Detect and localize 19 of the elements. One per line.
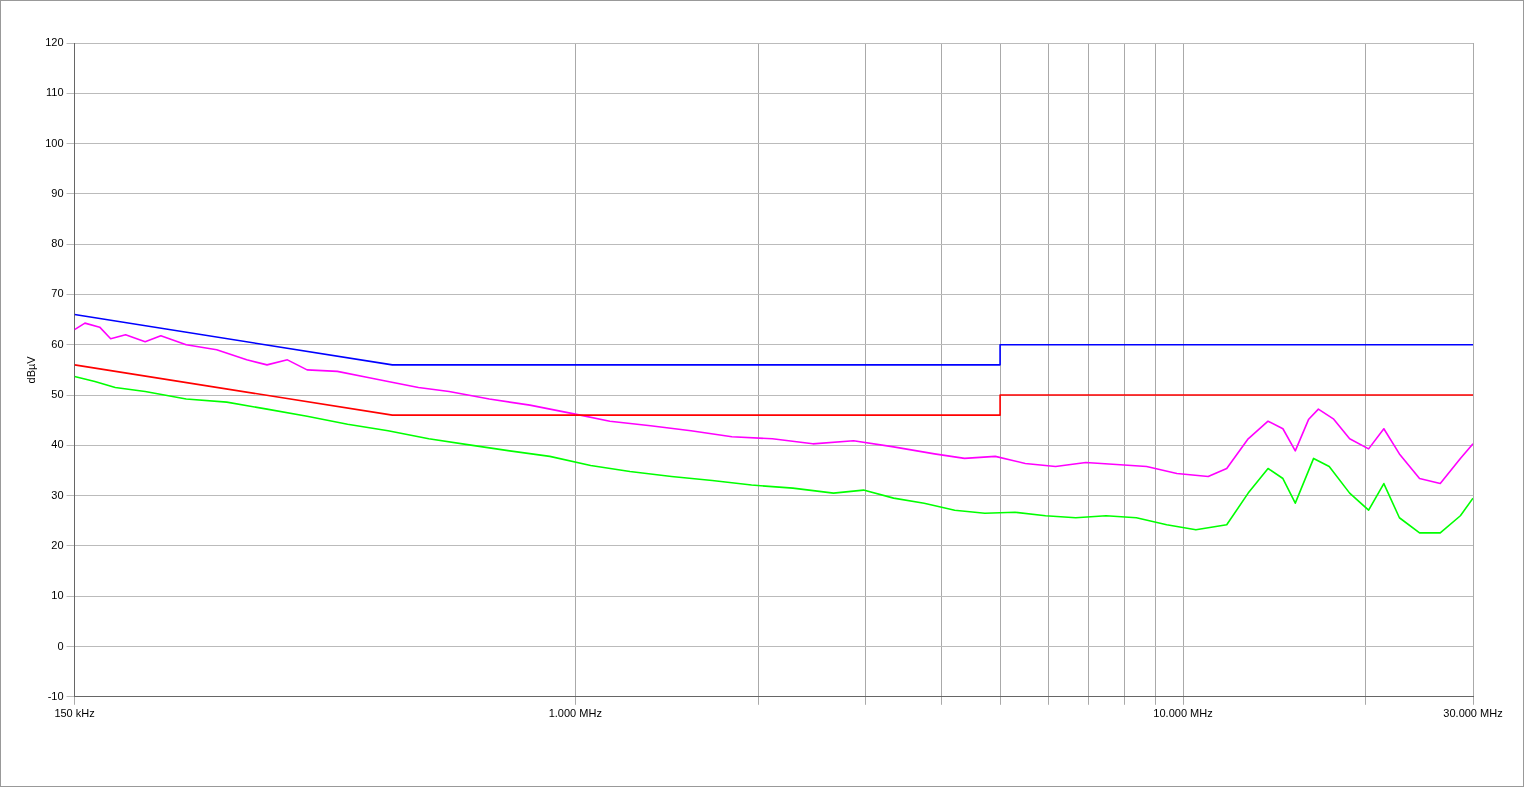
x-tick-label: 1.000 MHz xyxy=(548,707,602,720)
x-tick-label: 30.000 MHz xyxy=(1443,707,1503,720)
y-tick-label: 110 xyxy=(46,86,64,99)
y-tick-label: 70 xyxy=(51,287,64,300)
y-tick-label: 0 xyxy=(57,639,64,652)
y-tick-label: -10 xyxy=(47,689,64,702)
y-tick-label: 30 xyxy=(51,488,64,501)
y-tick-label: 50 xyxy=(51,388,64,401)
y-tick-label: 90 xyxy=(51,186,64,199)
y-tick-label: 80 xyxy=(51,237,64,250)
y-tick-label: 120 xyxy=(45,36,64,49)
y-tick-label: 100 xyxy=(45,136,64,149)
y-tick-label: 10 xyxy=(51,589,64,602)
x-tick-label: 10.000 MHz xyxy=(1153,707,1213,720)
y-tick-label: 60 xyxy=(51,337,64,350)
y-tick-label: 20 xyxy=(51,538,64,551)
x-tick-label: 150 kHz xyxy=(54,707,95,720)
y-tick-label: 40 xyxy=(51,438,64,451)
y-axis-title: dBµV xyxy=(24,355,37,384)
